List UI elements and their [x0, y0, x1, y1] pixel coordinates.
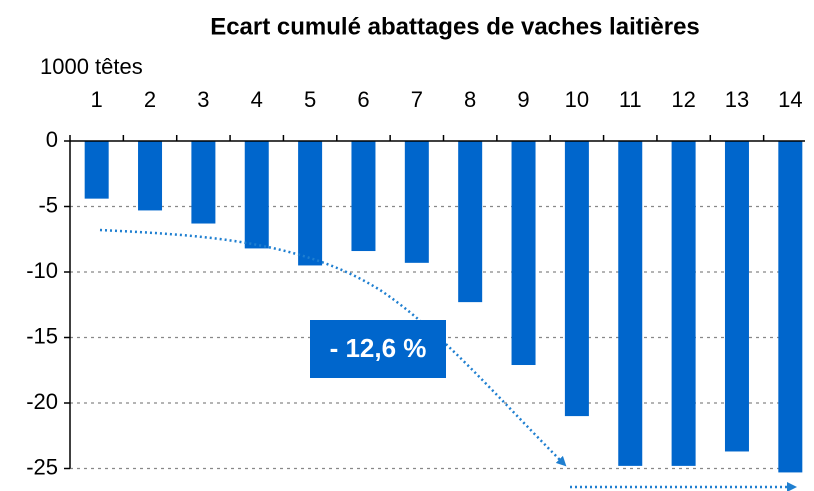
x-tick-label: 10 [565, 87, 589, 112]
x-tick-label: 3 [197, 87, 209, 112]
bar [778, 141, 803, 473]
x-tick-label: 11 [619, 87, 642, 112]
bar [618, 141, 643, 466]
y-tick-label: -15 [26, 323, 58, 348]
x-tick-label: 14 [778, 87, 802, 112]
bar [351, 141, 376, 252]
bar [458, 141, 483, 303]
y-tick-label: 0 [46, 127, 58, 152]
y-tick-label: -20 [26, 389, 58, 414]
x-tick-label: 12 [671, 87, 695, 112]
bar [84, 141, 109, 199]
x-tick-label: 1 [91, 87, 103, 112]
x-tick-label: 5 [304, 87, 316, 112]
x-tick-label: 4 [251, 87, 263, 112]
x-tick-label: 7 [411, 87, 423, 112]
bar [191, 141, 216, 224]
x-tick-label: 6 [357, 87, 369, 112]
y-axis-label: 1000 têtes [40, 54, 143, 79]
bar [244, 141, 269, 249]
bar [298, 141, 323, 266]
y-tick-label: -5 [38, 192, 58, 217]
bar [724, 141, 749, 452]
bar [404, 141, 429, 263]
plot: 0-5-10-15-20-251 2 3 4 5 6 7 8 9 10 11 12 13 14 [26, 87, 805, 479]
y-tick-label: -25 [26, 454, 58, 479]
bar [138, 141, 163, 211]
x-tick-label: 13 [725, 87, 749, 112]
bar [564, 141, 589, 417]
y-tick-label: -10 [26, 258, 58, 283]
x-tick-label: 2 [144, 87, 156, 112]
annotation: - 12,6 % [330, 333, 427, 363]
annotation-box [310, 320, 446, 378]
bar [671, 141, 696, 466]
bar [511, 141, 536, 366]
x-tick-label: 8 [464, 87, 476, 112]
chart-title: Ecart cumulé abattages de vaches laitièr… [210, 13, 700, 40]
trend-arrow [99, 228, 567, 467]
x-tick-label: 9 [517, 87, 529, 112]
